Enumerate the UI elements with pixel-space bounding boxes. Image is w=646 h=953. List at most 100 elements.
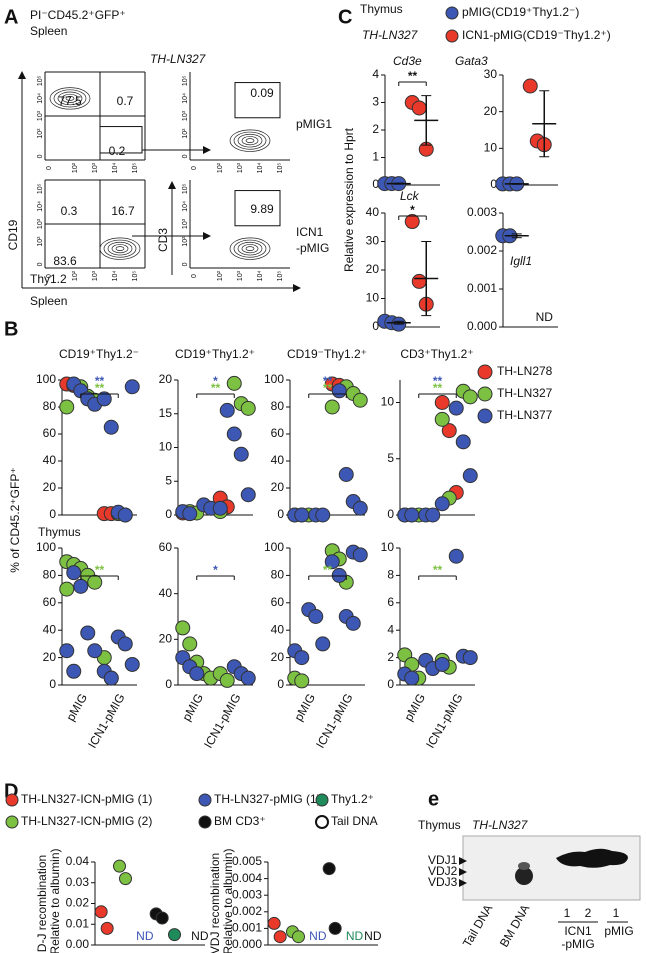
lane-label: Tail DNA [460, 902, 495, 949]
y-tick-label: 60 [43, 426, 57, 440]
y-axis-label: VDJ recombination [208, 853, 222, 953]
data-point [294, 673, 310, 689]
group-label: ICN1 [564, 924, 592, 938]
y-tick-label: 20 [484, 104, 498, 118]
y-tick-label: 0.000 [232, 937, 262, 951]
data-point [448, 400, 464, 416]
y-tick-label: 0.005 [232, 854, 262, 868]
data-point [117, 507, 133, 523]
flow-sample-label: -pMIG [296, 241, 329, 255]
y-tick-label: 3 [372, 95, 379, 109]
data-point [324, 399, 340, 415]
flow-x-tick-label: 10³ [237, 270, 244, 281]
chart-title: CD19⁺Thy1.2⁺ [175, 347, 255, 361]
band-label: VDJ2 [428, 864, 458, 878]
significance: ** [95, 563, 105, 577]
y-tick-label: 80 [271, 399, 285, 413]
data-point [189, 666, 205, 682]
data-point [328, 921, 342, 935]
y-tick-label: 10 [381, 540, 395, 554]
y-tick-label: 0.04 [66, 854, 90, 868]
data-point [73, 578, 89, 594]
nd-label: ND [136, 929, 154, 943]
legend-label: TH-LN327 [497, 386, 553, 400]
chart-title: CD19⁻Thy1.2⁺ [287, 347, 367, 361]
data-point [66, 663, 82, 679]
data-point [66, 565, 82, 581]
flow-y-tick-label: 10⁴ [37, 93, 44, 104]
flow-x-tick-label: 0 [191, 274, 198, 278]
gate-value: 0.2 [109, 144, 126, 158]
flow-x-tick-label: 10⁵ [132, 271, 139, 282]
legend-label: TH-LN377 [497, 408, 553, 422]
significance: ** [433, 563, 443, 577]
y-tick-label: 0.01 [66, 916, 90, 930]
legend-label: TH-LN327-pMIG (1) [214, 792, 321, 806]
lane-number: 1 [613, 906, 620, 920]
data-point [124, 379, 140, 395]
data-point [168, 928, 181, 942]
gel-band [556, 848, 628, 868]
gate-value: 16.7 [111, 204, 135, 218]
contour [237, 241, 263, 256]
flow-x-tick-label: 10⁴ [112, 163, 119, 174]
group-label: -pMIG [561, 937, 594, 951]
y-tick-label: 0.002 [467, 243, 497, 257]
flow-y-tick-label: 10² [37, 128, 44, 139]
flow-x-tick-label: 0 [46, 166, 53, 170]
panel-label: C [338, 6, 352, 28]
flow-x-tick-label: 0 [46, 274, 53, 278]
band-label: VDJ3 [428, 875, 458, 889]
significance: * [213, 374, 218, 388]
y-tick-label: 0 [387, 507, 394, 521]
data-point [113, 859, 126, 873]
data-point [441, 423, 457, 439]
flow-y-tick-label: 10⁵ [37, 75, 44, 86]
data-point [87, 643, 103, 659]
data-point [338, 467, 354, 482]
y-tick-label: 0 [387, 677, 394, 691]
data-point [404, 214, 420, 230]
data-point [219, 402, 235, 418]
flow-x-tick-label: 10³ [92, 162, 99, 173]
legend-label: Thy1.2⁺ [331, 792, 374, 806]
panel-label: e [428, 788, 439, 810]
data-point [434, 411, 450, 427]
y-axis-label: D-J recombination [35, 855, 49, 952]
y-tick-label: 0 [277, 677, 284, 691]
data-point [352, 392, 368, 408]
contour [107, 241, 133, 256]
legend-label: TH-LN327-ICN-pMIG (1) [21, 792, 152, 806]
contour [241, 136, 259, 146]
contour [103, 239, 137, 258]
y-tick-label: 10 [484, 141, 498, 155]
gate-value: 77.5 [58, 94, 82, 108]
data-point [94, 905, 108, 919]
data-point [182, 506, 198, 522]
y-tick-label: 4 [387, 622, 394, 636]
flow-y-tick-label: 10³ [37, 218, 44, 229]
significance: * [213, 563, 218, 577]
y-tick-label: 40 [271, 453, 285, 467]
y-tick-label: 0 [165, 677, 172, 691]
y-tick-label: 40 [159, 586, 173, 600]
data-point [59, 643, 75, 659]
data-point [352, 500, 368, 516]
data-point [411, 100, 427, 116]
flow-y-tick-label: 10² [182, 128, 189, 139]
legend-marker [315, 815, 329, 829]
data-point [462, 650, 478, 666]
y-tick-label: 100 [36, 540, 56, 554]
contour [57, 91, 83, 106]
flow-x-tick-label: 10² [217, 270, 224, 281]
nd-label: ND [309, 929, 327, 943]
data-point [292, 930, 305, 944]
nd-label: ND [346, 929, 364, 943]
significance: ** [95, 381, 105, 395]
flow-axis-label: CD3 [156, 228, 170, 252]
x-tick-label: pMIG [291, 691, 318, 723]
gel-band [518, 862, 530, 870]
legend-marker [315, 793, 329, 807]
y-tick-label: 30 [366, 234, 380, 248]
